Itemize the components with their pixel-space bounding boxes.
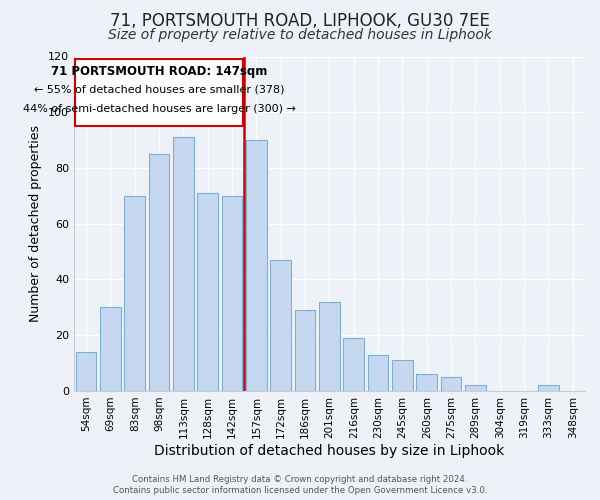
Text: Size of property relative to detached houses in Liphook: Size of property relative to detached ho… [108,28,492,42]
Bar [538,386,559,391]
Bar [246,140,267,391]
Text: 71 PORTSMOUTH ROAD: 147sqm: 71 PORTSMOUTH ROAD: 147sqm [51,65,268,78]
Bar [271,260,291,391]
Bar [441,377,461,391]
Bar [149,154,169,391]
Bar [368,354,388,391]
Bar [124,196,145,391]
Bar [197,193,218,391]
Bar [173,138,194,391]
Bar [465,386,486,391]
X-axis label: Distribution of detached houses by size in Liphook: Distribution of detached houses by size … [154,444,505,458]
Bar [76,352,97,391]
Bar [392,360,413,391]
Bar [416,374,437,391]
Bar [222,196,242,391]
Text: 71, PORTSMOUTH ROAD, LIPHOOK, GU30 7EE: 71, PORTSMOUTH ROAD, LIPHOOK, GU30 7EE [110,12,490,30]
Bar [295,310,316,391]
Text: ← 55% of detached houses are smaller (378): ← 55% of detached houses are smaller (37… [34,84,284,94]
Bar [100,308,121,391]
Text: 44% of semi-detached houses are larger (300) →: 44% of semi-detached houses are larger (… [23,104,296,114]
Bar [343,338,364,391]
Y-axis label: Number of detached properties: Number of detached properties [29,125,43,322]
Text: Contains HM Land Registry data © Crown copyright and database right 2024.: Contains HM Land Registry data © Crown c… [132,475,468,484]
FancyBboxPatch shape [75,60,243,126]
Bar [319,302,340,391]
Text: Contains public sector information licensed under the Open Government Licence v3: Contains public sector information licen… [113,486,487,495]
